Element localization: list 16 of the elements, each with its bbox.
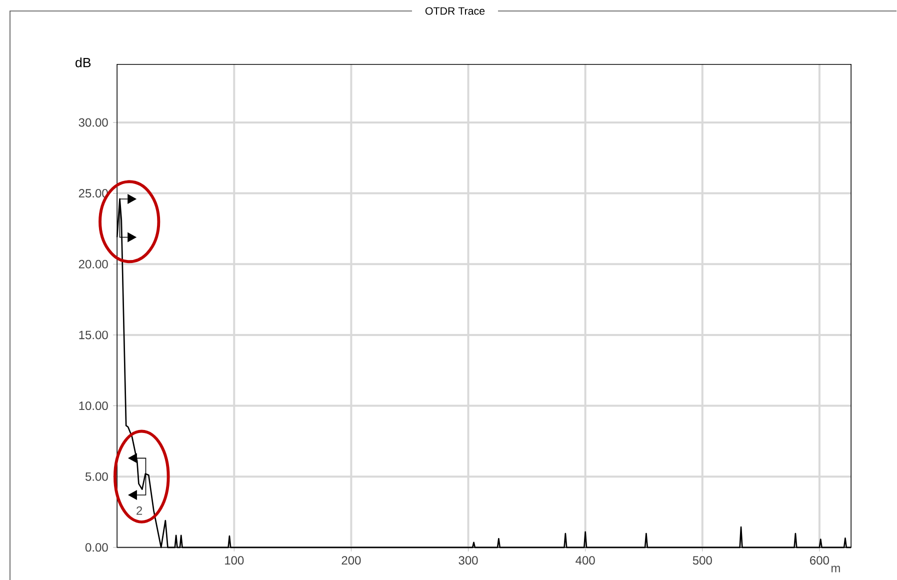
annotation: 2 bbox=[136, 506, 142, 515]
x-tick-label: 100 bbox=[225, 556, 244, 564]
y-tick-label: 0.00 bbox=[85, 542, 108, 552]
chart-title: OTDR Trace bbox=[425, 7, 485, 15]
y-tick-label: 15.00 bbox=[79, 330, 108, 340]
y-tick-label: 30.00 bbox=[78, 118, 108, 127]
x-tick-label: 600 bbox=[810, 556, 830, 564]
y-tick-label: 20.00 bbox=[78, 260, 108, 268]
y-tick-label: 5.00 bbox=[85, 472, 108, 481]
x-tick-label: 500 bbox=[692, 556, 712, 564]
x-axis-title: m bbox=[832, 566, 840, 572]
y-tick-label: 10.00 bbox=[79, 401, 108, 410]
x-tick-label: 400 bbox=[576, 556, 595, 564]
x-tick-label: 200 bbox=[342, 556, 361, 564]
y-axis-title: dB bbox=[76, 57, 91, 68]
x-tick-label: 300 bbox=[458, 556, 478, 564]
